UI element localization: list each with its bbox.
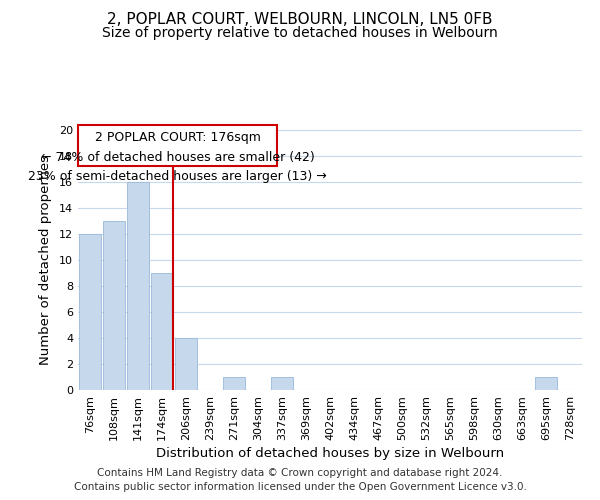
Text: 2 POPLAR COURT: 176sqm: 2 POPLAR COURT: 176sqm <box>95 132 260 144</box>
Bar <box>103 221 125 390</box>
Text: 2, POPLAR COURT, WELBOURN, LINCOLN, LN5 0FB: 2, POPLAR COURT, WELBOURN, LINCOLN, LN5 … <box>107 12 493 28</box>
Text: 23% of semi-detached houses are larger (13) →: 23% of semi-detached houses are larger (… <box>28 170 327 183</box>
Text: ← 74% of detached houses are smaller (42): ← 74% of detached houses are smaller (42… <box>41 151 314 164</box>
Bar <box>271 377 293 390</box>
FancyBboxPatch shape <box>78 125 277 166</box>
Bar <box>151 273 173 390</box>
X-axis label: Distribution of detached houses by size in Welbourn: Distribution of detached houses by size … <box>156 447 504 460</box>
Y-axis label: Number of detached properties: Number of detached properties <box>39 155 52 365</box>
Bar <box>223 377 245 390</box>
Bar <box>535 377 557 390</box>
Bar <box>175 338 197 390</box>
Bar <box>79 234 101 390</box>
Text: Size of property relative to detached houses in Welbourn: Size of property relative to detached ho… <box>102 26 498 40</box>
Bar <box>127 182 149 390</box>
Text: Contains HM Land Registry data © Crown copyright and database right 2024.
Contai: Contains HM Land Registry data © Crown c… <box>74 468 526 492</box>
